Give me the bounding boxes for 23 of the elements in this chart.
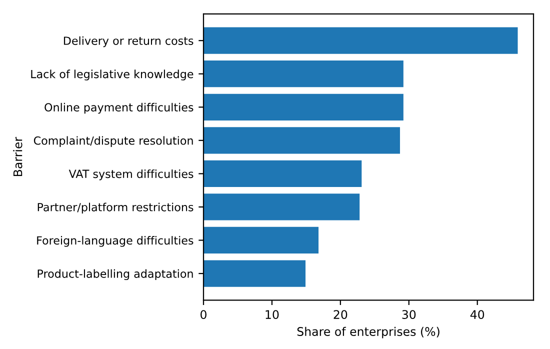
- y-tick-label: VAT system difficulties: [68, 169, 194, 180]
- y-tick-label: Delivery or return costs: [64, 36, 194, 48]
- x-tick-label: 10: [266, 310, 279, 319]
- bar: [204, 160, 362, 187]
- bar: [204, 194, 360, 220]
- bar: [204, 260, 306, 287]
- bar: [204, 60, 404, 88]
- x-axis-title: Share of enterprises (%): [297, 326, 440, 338]
- y-axis-title: Barrier: [13, 136, 22, 176]
- y-tick-label: Lack of legislative knowledge: [31, 70, 194, 80]
- bar: [204, 226, 319, 254]
- y-tick-label: Foreign-language difficulties: [37, 236, 194, 247]
- bar: [204, 94, 404, 120]
- y-tick-label: Online payment difficulties: [44, 102, 194, 114]
- y-tick-label: Partner/platform restrictions: [38, 202, 194, 214]
- y-tick-label: Complaint/dispute resolution: [34, 136, 193, 147]
- x-tick-label: 40: [470, 310, 484, 319]
- bar: [204, 27, 518, 54]
- bar: [204, 127, 400, 154]
- x-tick-label: 30: [402, 310, 416, 319]
- x-tick-label: 0: [200, 310, 206, 319]
- x-tick-label: 20: [334, 310, 348, 319]
- y-tick-label: Product-labelling adaptation: [38, 269, 193, 280]
